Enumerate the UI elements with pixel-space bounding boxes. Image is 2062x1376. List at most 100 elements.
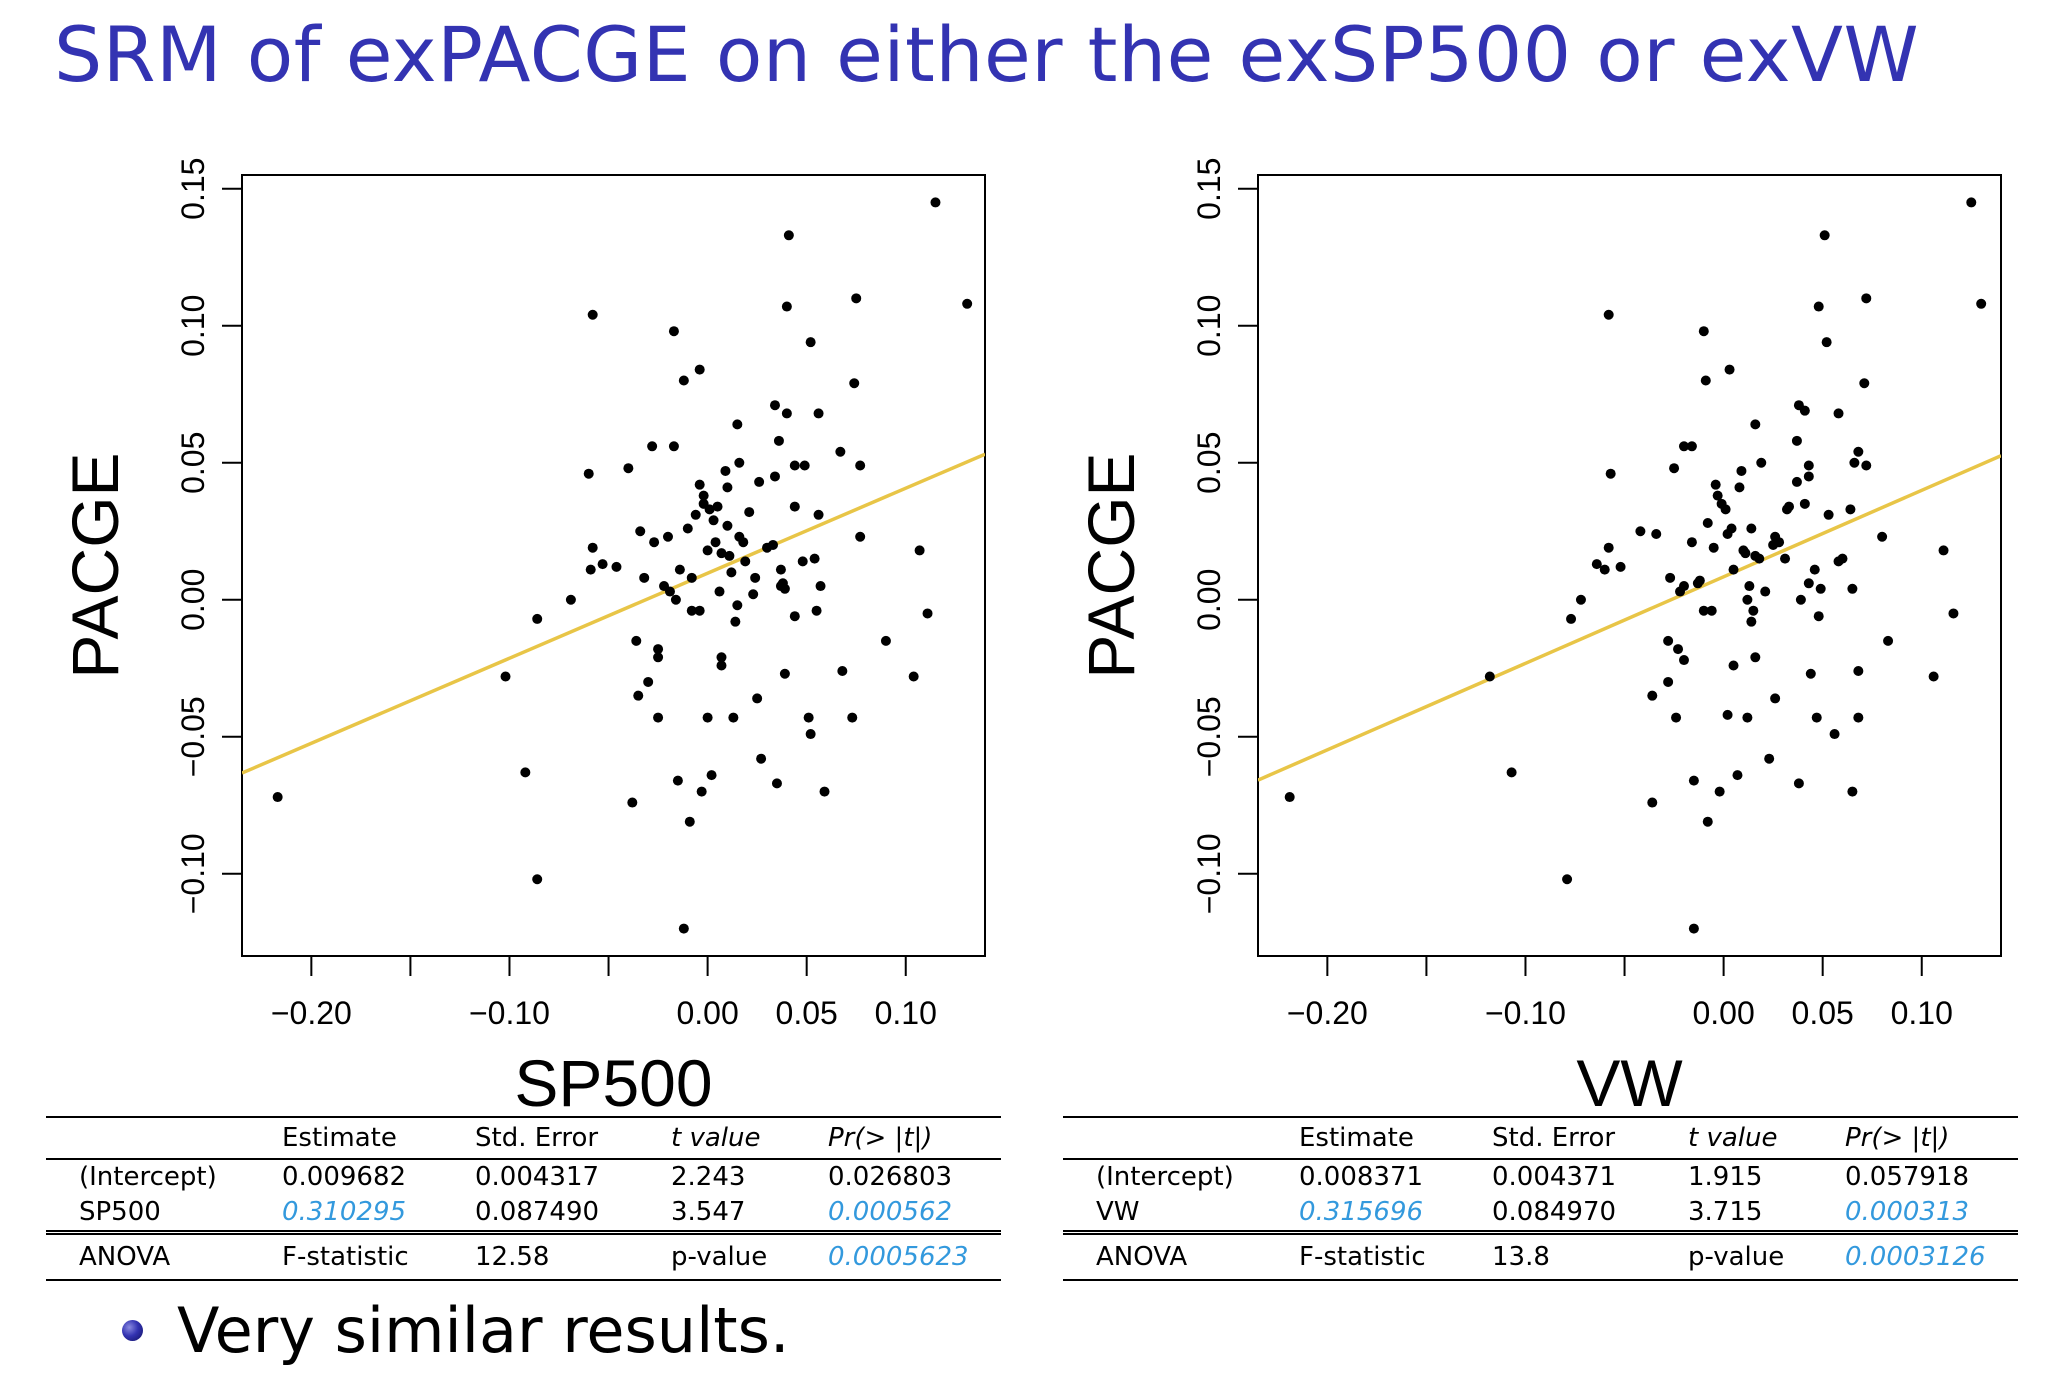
data-point bbox=[1678, 581, 1689, 592]
anova-p-label: p-value bbox=[1688, 1230, 1845, 1281]
data-point bbox=[704, 504, 715, 515]
data-point bbox=[635, 526, 646, 537]
x-tick-label: 0.00 bbox=[1692, 995, 1754, 1031]
data-point bbox=[1799, 498, 1810, 509]
data-point bbox=[532, 874, 543, 885]
scatter-svg-sp500: −0.20 −0.10 0.00 0.05 0.10 −0.10 −0.05 0.00 0.05… bbox=[58, 158, 986, 1120]
scatter-plot-sp500: −0.20 −0.10 0.00 0.05 0.10 −0.10 −0.05 0.00 0.05… bbox=[0, 150, 1005, 1120]
col-header-t-value: t value bbox=[671, 1116, 828, 1160]
data-point bbox=[1702, 816, 1713, 827]
col-header-p-value: Pr(> |t|) bbox=[1845, 1116, 2018, 1160]
data-point bbox=[1756, 457, 1767, 468]
table-row-intercept: (Intercept) 0.008371 0.004371 1.915 0.05… bbox=[1063, 1159, 2018, 1195]
table-row-intercept: (Intercept) 0.009682 0.004317 2.243 0.02… bbox=[46, 1159, 1001, 1195]
data-point bbox=[1663, 676, 1674, 687]
data-point bbox=[500, 671, 511, 682]
x-tick-label: −0.10 bbox=[1485, 995, 1566, 1031]
data-point bbox=[712, 501, 723, 512]
data-point bbox=[1724, 364, 1735, 375]
table-row-slope: SP500 0.310295 0.087490 3.547 0.000562 bbox=[46, 1195, 1001, 1233]
data-point bbox=[734, 457, 745, 468]
data-point bbox=[799, 460, 810, 471]
data-point bbox=[1861, 293, 1872, 304]
data-point bbox=[653, 712, 664, 723]
data-point bbox=[1615, 561, 1626, 572]
data-point bbox=[767, 539, 778, 550]
data-point bbox=[708, 515, 719, 526]
table-header-row: Estimate Std. Error t value Pr(> |t|) bbox=[1063, 1116, 2018, 1160]
data-point bbox=[1728, 564, 1739, 575]
x-tick-label: −0.10 bbox=[469, 995, 550, 1031]
data-point bbox=[639, 572, 650, 583]
cell-t-value: 3.547 bbox=[671, 1197, 746, 1227]
data-point bbox=[1712, 490, 1723, 501]
data-point bbox=[728, 712, 739, 723]
x-axis-title: SP500 bbox=[514, 1046, 712, 1120]
data-point bbox=[756, 753, 767, 764]
y-tick-label: −0.05 bbox=[1191, 696, 1227, 777]
data-point bbox=[1671, 712, 1682, 723]
row-label: SP500 bbox=[79, 1197, 161, 1227]
data-point bbox=[1591, 559, 1602, 570]
data-point bbox=[587, 542, 598, 553]
data-point bbox=[1484, 671, 1495, 682]
data-point bbox=[706, 770, 717, 781]
y-tick-label: 0.15 bbox=[175, 158, 211, 220]
data-point bbox=[1669, 463, 1680, 474]
y-tick-label: 0.10 bbox=[175, 295, 211, 357]
data-point bbox=[732, 600, 743, 611]
data-point bbox=[837, 666, 848, 677]
data-point bbox=[797, 556, 808, 567]
data-point bbox=[1726, 523, 1737, 534]
col-header-estimate: Estimate bbox=[1299, 1116, 1492, 1160]
cell-estimate: 0.008371 bbox=[1299, 1162, 1424, 1192]
data-point bbox=[748, 589, 759, 600]
data-point bbox=[678, 375, 689, 386]
data-point bbox=[908, 671, 919, 682]
cell-t-value: 3.715 bbox=[1688, 1197, 1763, 1227]
data-point bbox=[809, 553, 820, 564]
cell-p-value: 0.057918 bbox=[1845, 1162, 1970, 1192]
data-point bbox=[1845, 504, 1856, 515]
data-point bbox=[1754, 553, 1765, 564]
data-point bbox=[1813, 301, 1824, 312]
data-point bbox=[1566, 613, 1577, 624]
cell-std-error: 0.004317 bbox=[475, 1162, 600, 1192]
data-point bbox=[272, 792, 283, 803]
data-point bbox=[649, 537, 660, 548]
y-tick-label: −0.10 bbox=[1191, 833, 1227, 914]
data-point bbox=[1833, 408, 1844, 419]
data-point bbox=[805, 337, 816, 348]
data-point bbox=[1877, 531, 1888, 542]
scatter-svg-vw: −0.20 −0.10 0.00 0.05 0.10 −0.10 −0.05 0.00 0.05… bbox=[1074, 158, 2002, 1120]
data-point bbox=[1803, 460, 1814, 471]
data-point bbox=[702, 712, 713, 723]
data-point bbox=[754, 476, 765, 487]
data-point bbox=[611, 561, 622, 572]
data-point bbox=[1819, 230, 1830, 241]
x-tick-label: 0.05 bbox=[776, 995, 838, 1031]
cell-p-value: 0.026803 bbox=[828, 1162, 953, 1192]
anova-label: ANOVA bbox=[46, 1230, 282, 1281]
x-tick-label: 0.10 bbox=[875, 995, 937, 1031]
y-tick-label: 0.05 bbox=[175, 432, 211, 494]
data-point bbox=[1678, 441, 1689, 452]
data-point bbox=[744, 507, 755, 518]
data-point bbox=[702, 545, 713, 556]
data-point bbox=[789, 611, 800, 622]
data-point bbox=[1748, 605, 1759, 616]
data-point bbox=[720, 465, 731, 476]
data-point bbox=[653, 652, 664, 663]
col-header-blank bbox=[1063, 1116, 1299, 1160]
data-point bbox=[1665, 572, 1676, 583]
data-point bbox=[1793, 778, 1804, 789]
data-point bbox=[1803, 471, 1814, 482]
data-point bbox=[690, 509, 701, 520]
data-point bbox=[633, 690, 644, 701]
data-point bbox=[726, 567, 737, 578]
data-point bbox=[1700, 375, 1711, 386]
data-point bbox=[631, 635, 642, 646]
data-point bbox=[769, 471, 780, 482]
row-label: (Intercept) bbox=[1096, 1162, 1234, 1192]
data-point bbox=[1815, 583, 1826, 594]
